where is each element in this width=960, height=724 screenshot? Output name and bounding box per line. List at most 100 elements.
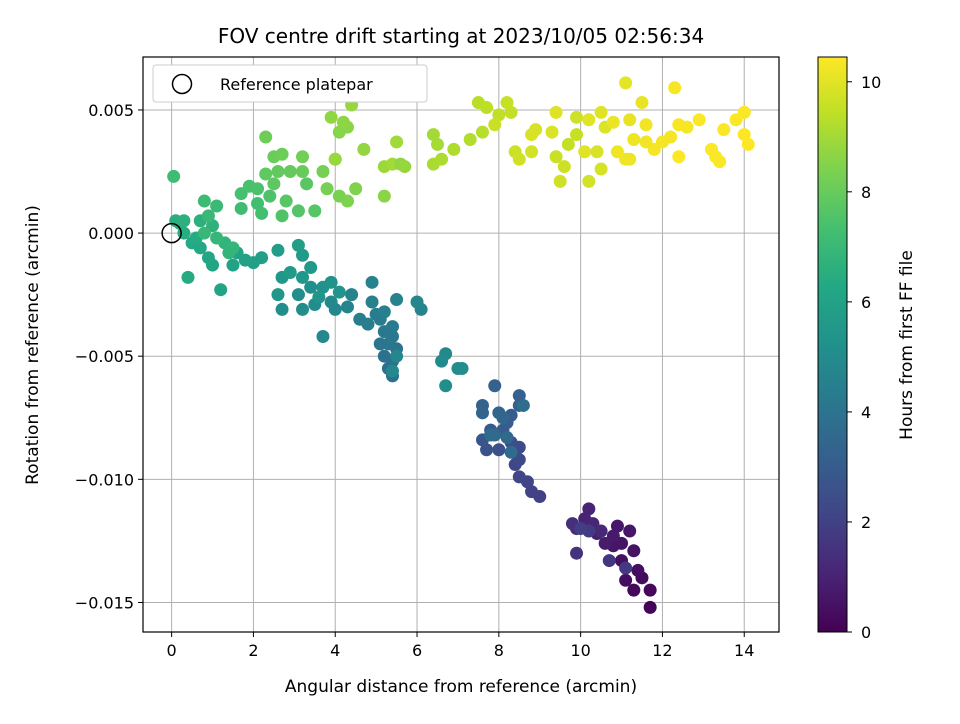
data-point — [271, 243, 285, 257]
data-point — [300, 177, 314, 191]
data-point — [353, 312, 367, 326]
data-point — [275, 302, 289, 316]
data-point — [455, 362, 469, 376]
data-point — [390, 135, 404, 149]
data-point — [672, 150, 686, 164]
data-point — [549, 105, 563, 119]
data-point — [668, 81, 682, 95]
data-point — [570, 546, 584, 560]
data-point — [291, 204, 305, 218]
x-tick-label: 14 — [734, 641, 754, 660]
data-point — [197, 194, 211, 208]
data-point — [475, 125, 489, 139]
data-point — [312, 290, 326, 304]
data-point — [291, 288, 305, 302]
data-point — [430, 137, 444, 151]
data-point — [598, 536, 612, 550]
data-point — [582, 174, 596, 188]
data-point — [525, 145, 539, 159]
data-point — [316, 165, 330, 179]
data-point — [398, 160, 412, 174]
colorbar-tick-label: 8 — [861, 183, 871, 202]
data-point — [635, 96, 649, 110]
data-point — [447, 142, 461, 156]
data-point — [390, 349, 404, 363]
data-point — [267, 177, 281, 191]
data-point — [271, 288, 285, 302]
colorbar-tick-label: 2 — [861, 513, 871, 532]
data-point — [275, 209, 289, 223]
data-point — [549, 150, 563, 164]
colorbar-tick-label: 4 — [861, 403, 871, 422]
data-point — [463, 132, 477, 146]
data-point — [504, 105, 518, 119]
data-point — [283, 265, 297, 279]
data-point — [594, 162, 608, 176]
data-point — [226, 258, 240, 272]
data-point — [570, 128, 584, 142]
data-point — [680, 120, 694, 134]
plot-frame — [142, 56, 780, 633]
data-point — [619, 561, 633, 575]
data-point — [631, 563, 645, 577]
data-point — [271, 165, 285, 179]
data-point — [377, 349, 391, 363]
data-point — [435, 152, 449, 166]
data-point — [296, 302, 310, 316]
data-point — [296, 270, 310, 284]
data-point — [492, 443, 506, 457]
data-point — [328, 152, 342, 166]
data-point — [488, 118, 502, 132]
data-point — [512, 152, 526, 166]
data-point — [619, 76, 633, 90]
data-point — [279, 194, 293, 208]
data-point — [553, 174, 567, 188]
data-point — [181, 270, 195, 284]
data-point — [574, 522, 588, 536]
legend: Reference platepar — [152, 64, 428, 103]
data-point — [365, 295, 379, 309]
data-point — [214, 283, 228, 297]
data-point — [619, 573, 633, 587]
data-point — [512, 389, 526, 403]
data-point — [373, 337, 387, 351]
data-point — [582, 502, 596, 516]
data-point — [304, 261, 318, 275]
data-point — [210, 199, 224, 213]
data-point — [639, 135, 653, 149]
data-point — [737, 128, 751, 142]
data-point — [525, 485, 539, 499]
data-point — [316, 329, 330, 343]
data-point — [590, 145, 604, 159]
data-point — [341, 194, 355, 208]
data-point — [296, 165, 310, 179]
data-point — [623, 524, 637, 538]
legend-marker — [171, 73, 193, 95]
data-point — [500, 430, 514, 444]
legend-box — [152, 64, 428, 103]
data-point — [610, 519, 624, 533]
y-tick-label: 0.005 — [88, 101, 134, 120]
data-point — [602, 554, 616, 568]
data-point — [664, 130, 678, 144]
x-tick-label: 12 — [652, 641, 672, 660]
data-point — [357, 142, 371, 156]
y-axis-label: Rotation from reference (arcmin) — [23, 205, 43, 485]
chart-title: FOV centre drift starting at 2023/10/05 … — [218, 24, 704, 48]
data-point — [324, 110, 338, 124]
data-point — [349, 182, 363, 196]
data-point — [435, 354, 449, 368]
data-point — [197, 226, 211, 240]
data-point — [492, 108, 506, 122]
data-point — [308, 204, 322, 218]
data-point — [201, 209, 215, 223]
data-point — [377, 305, 391, 319]
data-point — [385, 320, 399, 334]
data-point — [336, 115, 350, 129]
colorbar-tick-label: 0 — [861, 623, 871, 642]
data-point — [578, 145, 592, 159]
data-point — [480, 443, 494, 457]
data-point — [737, 105, 751, 119]
data-point — [341, 300, 355, 314]
